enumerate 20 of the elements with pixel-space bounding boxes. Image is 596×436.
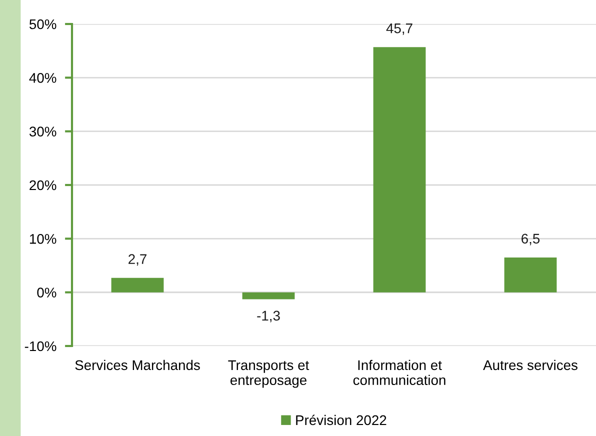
bar (242, 292, 295, 300)
y-tick-label: 10% (30, 234, 56, 244)
y-tick-label: 30% (29, 126, 56, 137)
x-tick-label: Services Marchands (75, 360, 200, 370)
data-label: -1,3 (257, 310, 280, 322)
y-tick-label: 40% (29, 73, 56, 83)
x-tick-label: Transports et entreposage (228, 360, 310, 388)
legend-label: Prévision 2022 (296, 414, 386, 426)
y-tick-label: -10% (24, 341, 56, 352)
data-label: 45,7 (386, 24, 412, 35)
y-tick-label: 20% (30, 180, 56, 190)
bar (373, 47, 426, 292)
bar (504, 257, 557, 292)
bar (111, 278, 164, 292)
y-tick-label: 0% (37, 288, 56, 298)
x-tick-label: Information et communication (353, 360, 446, 386)
y-tick-label: 50% (29, 19, 56, 30)
x-tick-label: Autres services (483, 360, 578, 370)
data-label: 6,5 (522, 234, 540, 246)
data-label: 2,7 (128, 254, 146, 266)
